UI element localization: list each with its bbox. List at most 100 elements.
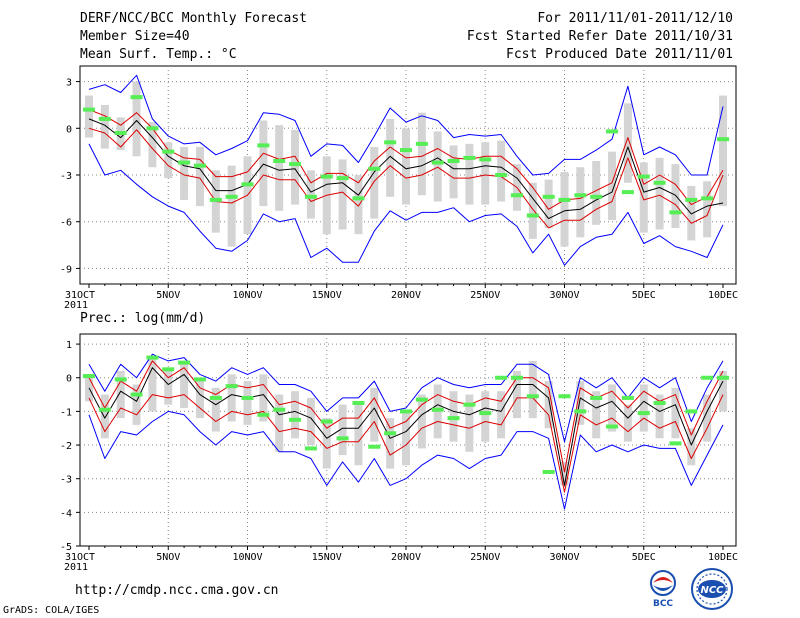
ncc-logo-text: NCC [700,585,724,596]
chart-0-spread-box [592,160,601,225]
chart-1-spread-box [417,394,426,449]
chart-0-spread-box [370,146,379,219]
chart-1-ensemble-marker [241,395,254,400]
chart-0-ensemble-marker [289,162,302,167]
chart-1-spread-box [100,394,109,439]
chart-0-ensemble-marker [336,176,349,181]
member-size: Member Size=40 [80,29,190,44]
chart-1-ensemble-marker [273,407,286,412]
chart-1-ensemble-marker [415,397,428,402]
chart-1-xtick-label: 15NOV [312,552,342,563]
chart-0-ensemble-marker [685,197,698,202]
chart-0-ensemble-marker [130,95,143,100]
chart-1-ensemble-marker [510,375,523,380]
chart-1-ensemble-marker [257,412,270,417]
chart-0-xtick-label: 5NOV [156,290,180,301]
chart-0-spread-box [275,125,284,211]
chart-1-ensemble-marker [400,409,412,414]
chart-0-spread-box [544,179,553,228]
chart-1-spread-box [608,384,617,432]
chart-1-spread-box [132,384,141,425]
chart-1-ensemble-marker [479,411,492,416]
chart-0-ytick-label: 0 [66,124,72,135]
chart-1-spread-box [148,357,157,412]
chart-1-ytick-label: 0 [66,374,72,385]
chart-1-spread-box [481,391,490,442]
chart-1-spread-box [402,411,410,466]
chart-0-spread-box [195,146,204,207]
chart-1-ensemble-marker [352,400,365,405]
chart-1-year-label: 2011 [64,562,88,573]
chart-0-xtick-label: 5DEC [632,290,656,301]
chart-1-spread-box [275,394,284,452]
chart-0-spread-box [386,118,395,197]
chart-1-ensemble-marker [447,416,460,421]
chart-0-spread-box [449,145,458,199]
chart-1-xtick-label: 10DEC [708,552,738,563]
chart-1-ensemble-marker [304,446,317,451]
chart-0-spread-box [354,175,363,235]
chart-0-spread-box [306,170,315,219]
chart-0-ensemble-marker [669,210,682,215]
chart-1-spread-box [322,418,331,469]
chart-1-ensemble-marker [542,469,555,474]
chart-1-ensemble-marker [83,374,95,379]
chart-0-spread-box [623,103,632,183]
chart-1-ensemble-marker [574,409,587,414]
chart-1-ensemble-marker [320,419,333,424]
chart-0-spread-box [417,112,426,196]
chart-1-spread-box [243,381,252,425]
chart-1-spread-box [623,404,632,442]
chart-0-ensemble-marker [83,107,95,112]
chart-0-ensemble-marker [368,166,381,171]
chart-0-xtick-label: 15NOV [312,290,342,301]
chart-0-spread-box [465,143,474,205]
chart-1-spread-box [592,391,601,439]
chart-0-mean-line [88,118,724,220]
chart-0-xtick-label: 31OCT [65,290,95,301]
chart-0-ensemble-marker [574,193,587,198]
chart-1-min-line [88,410,724,510]
chart-1-spread-box [164,367,173,405]
chart-0-spread-box [259,120,268,207]
chart-1-ytick-label: -2 [60,441,72,452]
forecast-produced-date: Fcst Produced Date 2011/11/01 [506,47,733,62]
bcc-logo-text: BCC [653,599,673,608]
chart-1-ensemble-marker [368,444,381,449]
chart-0-spread-box [719,95,727,207]
chart-1-ensemble-marker [621,395,634,400]
chart-0-ensemble-marker [606,129,619,134]
chart-0-spread-box [291,129,300,205]
chart-0-ensemble-marker [162,149,175,154]
chart-0-spread-box [180,146,189,200]
chart-0-spread-box [481,142,490,205]
chart-1-spread-box [465,394,474,452]
chart-0-ensemble-marker [400,148,412,153]
chart-0-spread-box [608,151,617,221]
chart-1-spread-box [671,387,680,439]
chart-1-spread-box [544,381,553,429]
chart-1-xtick-label: 30NOV [549,552,579,563]
variable-label-temp: Mean Surf. Temp.: °C [80,47,237,62]
chart-0-xtick-label: 20NOV [391,290,421,301]
chart-0-ensemble-marker [495,173,508,177]
chart-0-spread-box [576,167,585,238]
chart-1-spread-box [639,384,648,432]
chart-1-ensemble-marker [637,411,650,416]
chart-0-ensemble-marker [352,196,365,201]
chart-1-spread-box [116,371,125,419]
chart-1-mean-line [88,367,724,486]
source-url: http://cmdp.ncc.cma.gov.cn [75,583,279,598]
chart-0-ensemble-marker [701,196,714,201]
chart-0-ensemble-marker [590,194,603,199]
chart-0-ensemble-marker [510,193,523,198]
chart-0-ensemble-marker [304,194,317,199]
ncc-logo: NCC [691,568,733,610]
chart-1-spread-box [512,371,521,419]
chart-0-ensemble-marker [225,194,238,199]
forecast-started-date: Fcst Started Refer Date 2011/10/31 [466,29,733,44]
chart-0-ytick-label: -9 [60,264,72,275]
chart-1-spread-box [655,394,664,439]
chart-1-ensemble-marker [701,375,714,380]
